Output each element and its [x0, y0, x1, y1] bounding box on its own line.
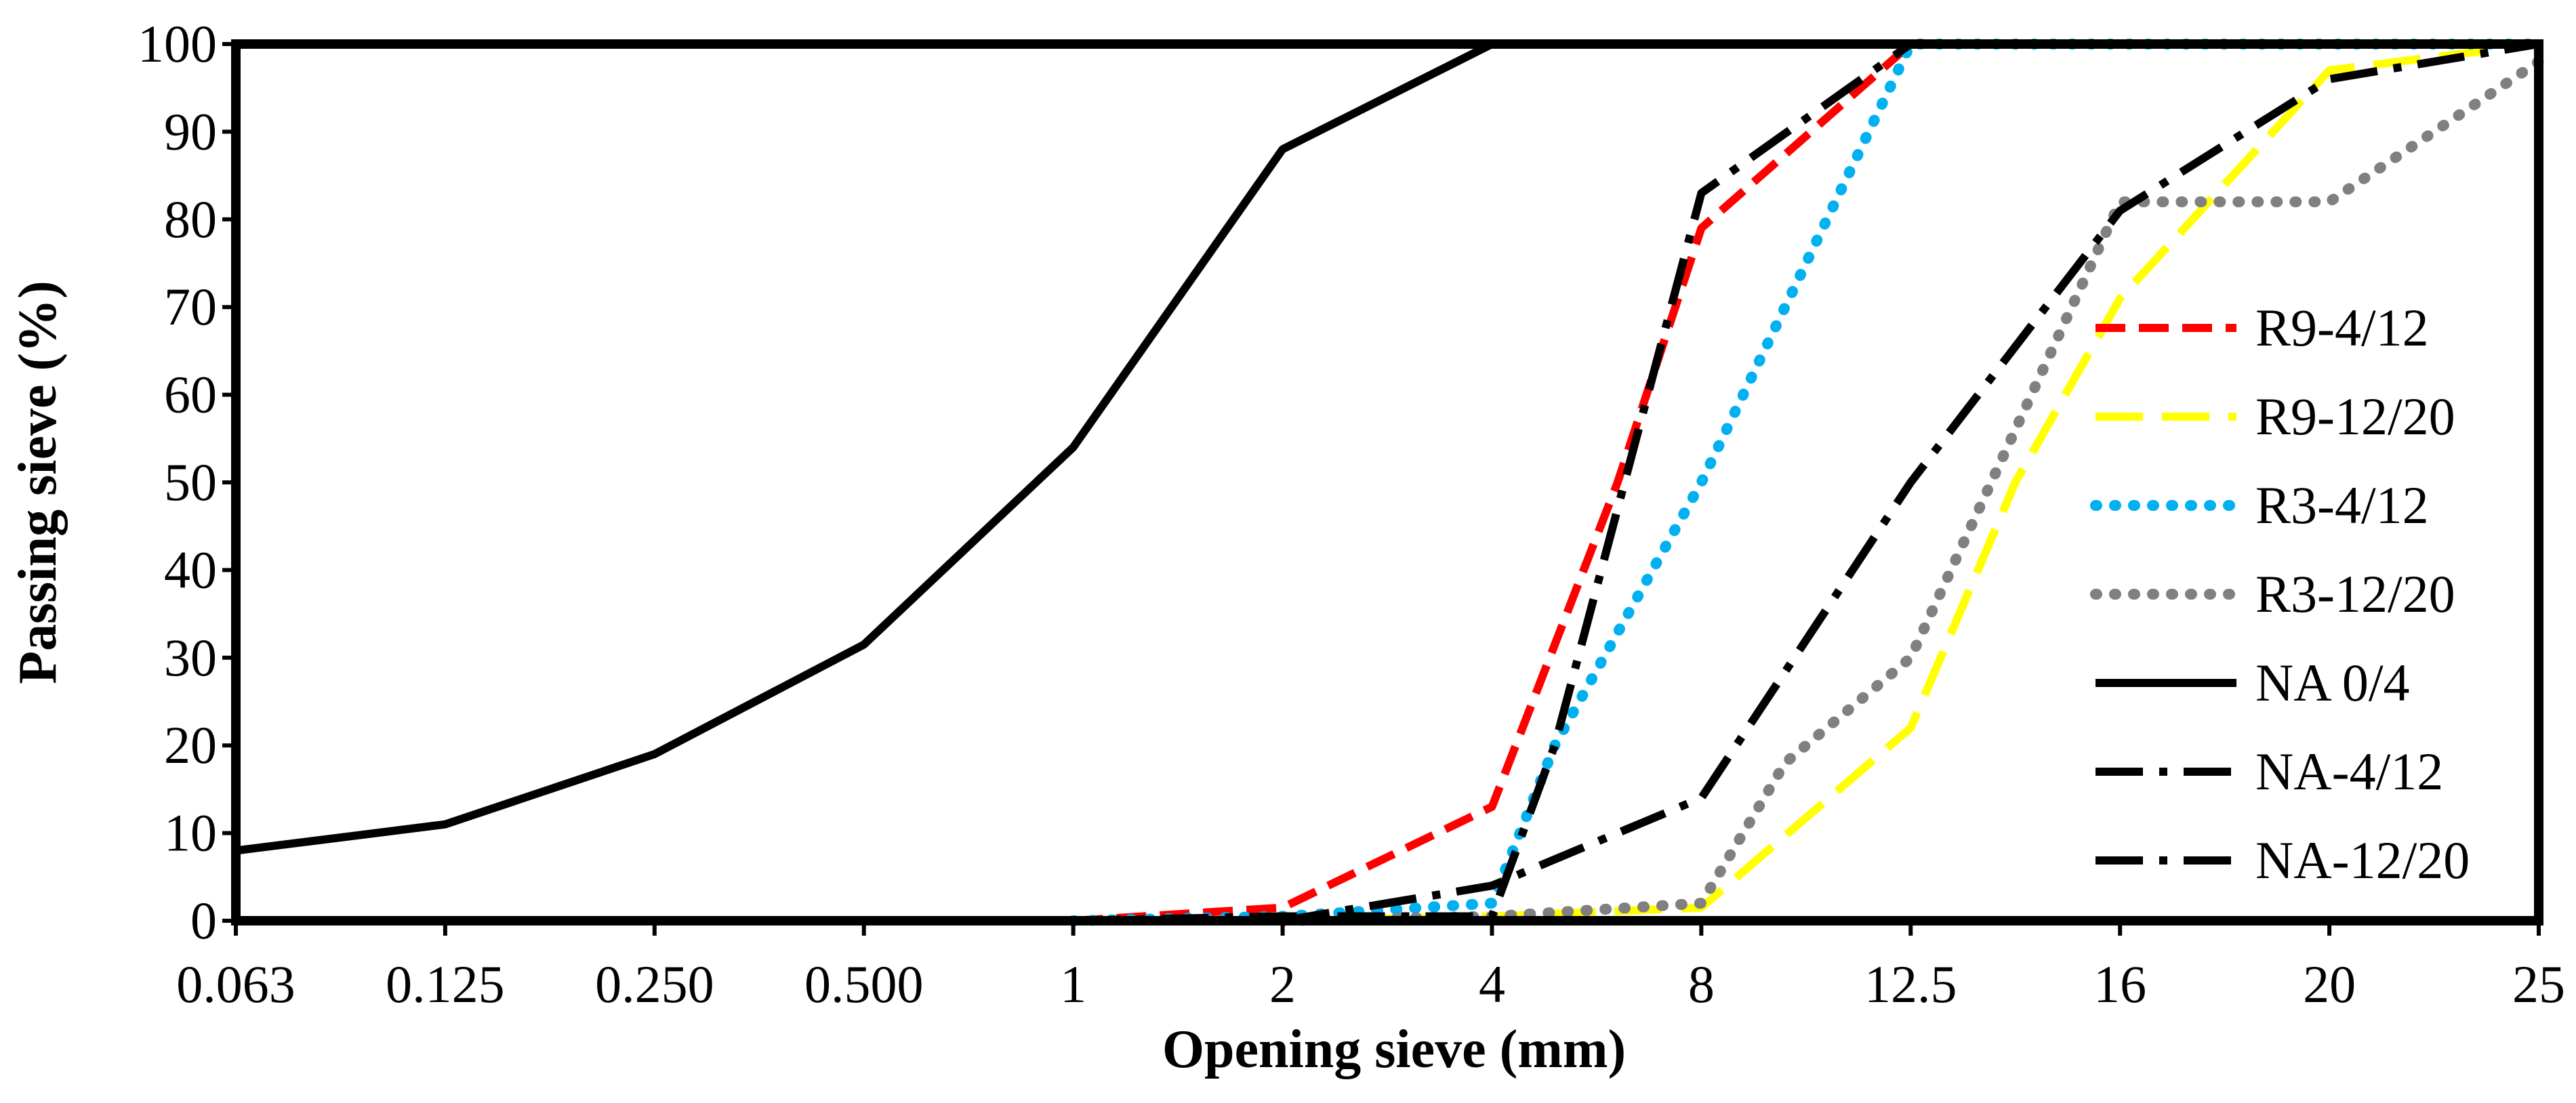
y-tick-label: 90: [164, 102, 217, 161]
x-tick-label: 20: [2303, 955, 2356, 1014]
x-tick-label: 4: [1479, 955, 1505, 1014]
x-axis-title: Opening sieve (mm): [1162, 1020, 1626, 1079]
y-tick-label: 20: [164, 715, 217, 774]
x-tick-label: 12.5: [1864, 955, 1957, 1014]
x-tick-label: 16: [2093, 955, 2146, 1014]
y-tick-label: 80: [164, 190, 217, 249]
series-line-na-12-20: [1282, 40, 2539, 925]
plot-frame: [231, 39, 2543, 925]
legend-label: NA-4/12: [2255, 742, 2443, 801]
y-axis-title: Passing sieve (%): [8, 280, 68, 684]
x-tick-label: 0.125: [386, 955, 505, 1014]
series-line-na-0-4: [235, 40, 1494, 855]
y-tick-label: 0: [190, 891, 217, 950]
y-tick-label: 40: [164, 540, 217, 599]
x-tick-label: 1: [1060, 955, 1086, 1014]
series-layer: [235, 39, 2544, 926]
x-tick-label: 8: [1688, 955, 1715, 1014]
y-tick-label: 70: [164, 277, 217, 336]
legend: R9-4/12 R9-12/20 R3-4/12 R3-12/20 NA 0/4 NA-4…: [2090, 298, 2470, 890]
x-tick-label: 25: [2512, 955, 2565, 1014]
series-line-r9-4-12: [1073, 40, 2539, 925]
legend-label: R9-4/12: [2255, 298, 2429, 357]
x-tick-label: 0.500: [804, 955, 924, 1014]
legend-label: NA-12/20: [2255, 831, 2470, 890]
x-tick-label: 0.063: [176, 955, 295, 1014]
x-tick-label: 2: [1269, 955, 1296, 1014]
legend-label: R9-12/20: [2255, 387, 2455, 446]
x-axis-ticks: 0.063 0.125 0.250 0.500 1 2 4 8 12.5 16 20 25: [176, 921, 2565, 1014]
series-line-r3-12-20: [1277, 56, 2544, 926]
y-tick-label: 30: [164, 628, 217, 687]
y-tick-label: 50: [164, 453, 217, 512]
y-tick-label: 10: [164, 804, 217, 862]
y-axis-ticks: 0 10 20 30 40 50 60 70 80 90 100: [138, 14, 236, 950]
y-tick-label: 100: [138, 14, 217, 73]
legend-label: NA 0/4: [2255, 653, 2410, 712]
y-tick-label: 60: [164, 365, 217, 424]
legend-label: R3-4/12: [2255, 476, 2429, 535]
x-tick-label: 0.250: [595, 955, 714, 1014]
legend-label: R3-12/20: [2255, 564, 2455, 623]
